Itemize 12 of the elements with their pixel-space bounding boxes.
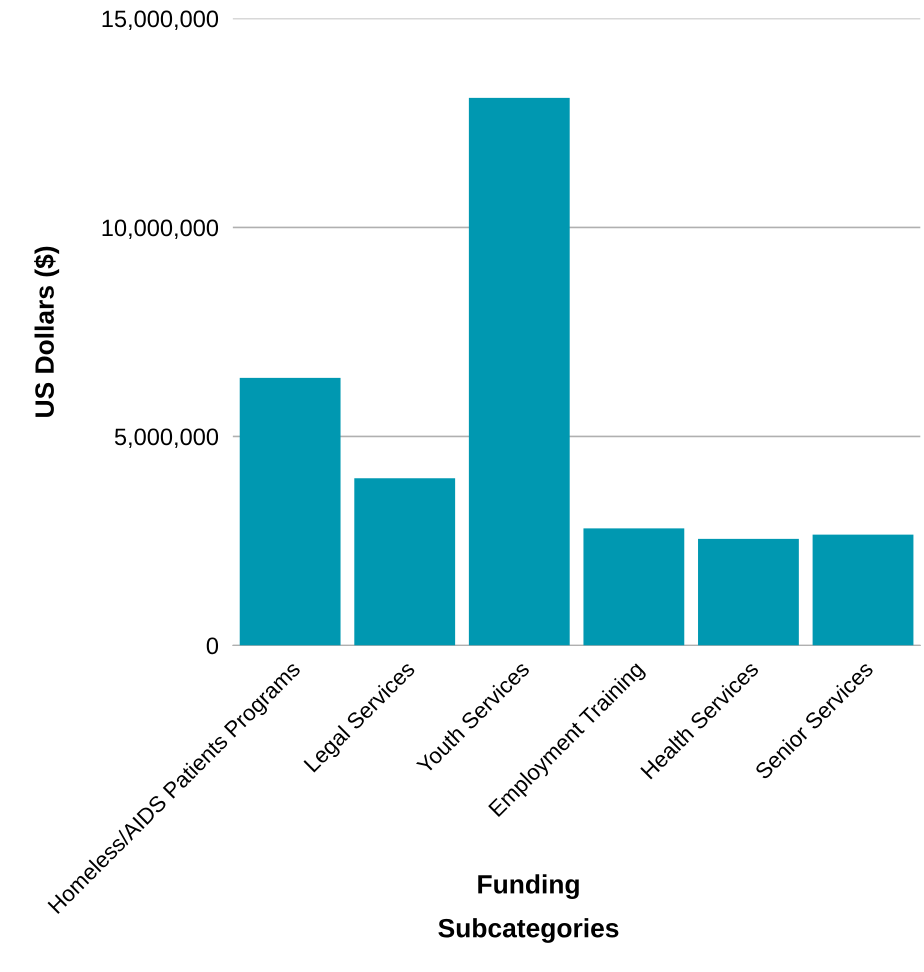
y-tick-label: 10,000,000: [102, 220, 218, 240]
y-tick-label: 0: [206, 637, 218, 654]
bar: [583, 528, 684, 646]
y-axis-title: US Dollars ($): [34, 246, 60, 417]
bar: [468, 98, 570, 646]
y-tick-label: 5,000,000: [114, 428, 218, 448]
bar: [698, 538, 799, 646]
bar: [354, 478, 456, 646]
x-axis-title: Funding Subcategories: [438, 874, 618, 943]
bar: [240, 378, 341, 646]
bar: [812, 534, 914, 646]
y-tick-label: 15,000,000: [102, 10, 218, 30]
